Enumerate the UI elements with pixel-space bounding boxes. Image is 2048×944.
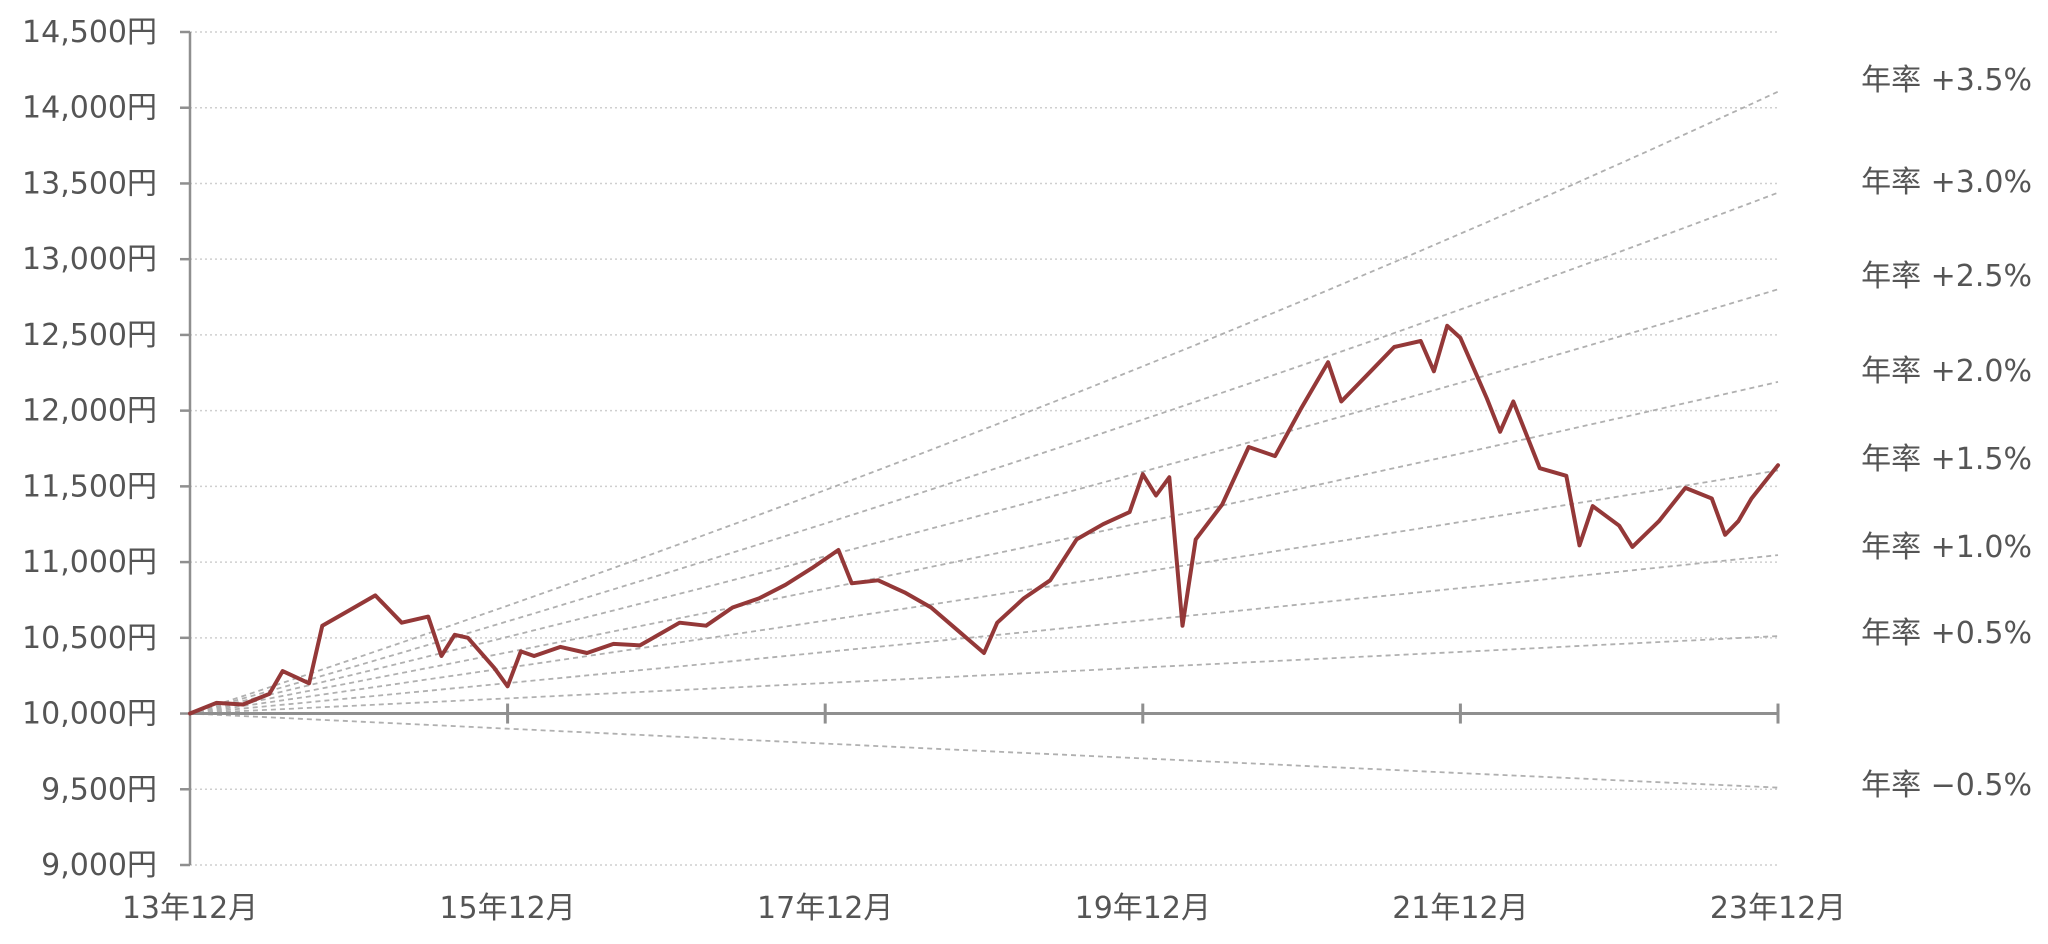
reference-line bbox=[189, 554, 1779, 715]
y-tick-label: 9,500円 bbox=[41, 772, 157, 807]
rate-label: 年率 +0.5% bbox=[1861, 616, 2032, 651]
grid-lines bbox=[190, 31, 1778, 866]
y-tick-label: 10,500円 bbox=[22, 621, 157, 656]
y-tick-label: 14,500円 bbox=[22, 15, 157, 50]
reference-line bbox=[189, 90, 1779, 715]
rate-label: 年率 +3.0% bbox=[1861, 165, 2032, 200]
rate-label: 年率 +3.5% bbox=[1861, 63, 2032, 98]
reference-line bbox=[189, 191, 1779, 715]
rate-label: 年率 −0.5% bbox=[1861, 768, 2032, 803]
series-line bbox=[188, 323, 1780, 716]
reference-line bbox=[189, 381, 1779, 715]
x-tick-label: 13年12月 bbox=[122, 891, 258, 926]
y-tick-label: 14,000円 bbox=[22, 91, 157, 126]
y-tick-label: 9,000円 bbox=[41, 848, 157, 883]
rate-label: 年率 +2.5% bbox=[1861, 259, 2032, 294]
axes bbox=[180, 30, 1780, 867]
reference-line bbox=[189, 469, 1779, 715]
y-tick-label: 12,000円 bbox=[22, 394, 157, 429]
y-tick-label: 10,000円 bbox=[22, 697, 157, 732]
reference-line bbox=[189, 712, 1779, 789]
y-tick-label: 12,500円 bbox=[22, 318, 157, 353]
x-tick-label: 23年12月 bbox=[1710, 891, 1846, 926]
x-tick-label: 19年12月 bbox=[1075, 891, 1211, 926]
series-group bbox=[188, 323, 1780, 716]
y-tick-label: 11,500円 bbox=[22, 469, 157, 504]
reference-line bbox=[189, 288, 1779, 715]
reference-line bbox=[189, 635, 1779, 715]
y-tick-label: 11,000円 bbox=[22, 545, 157, 580]
x-tick-label: 15年12月 bbox=[439, 891, 575, 926]
y-tick-label: 13,500円 bbox=[22, 166, 157, 201]
x-tick-label: 17年12月 bbox=[757, 891, 893, 926]
rate-label: 年率 +2.0% bbox=[1861, 354, 2032, 389]
y-tick-labels: 9,000円 9,500円 10,000円 10,500円 11,000円 11,500円… bbox=[22, 15, 157, 883]
rate-label: 年率 +1.5% bbox=[1861, 442, 2032, 477]
rate-label: 年率 +1.0% bbox=[1861, 530, 2032, 565]
y-tick-label: 13,000円 bbox=[22, 242, 157, 277]
rate-labels: 年率 +3.5% 年率 +3.0% 年率 +2.5% 年率 +2.0% 年率 +1.5%… bbox=[1861, 63, 2032, 803]
x-tick-label: 21年12月 bbox=[1392, 891, 1528, 926]
reference-lines bbox=[189, 90, 1779, 789]
x-tick-labels: 13年12月 15年12月 17年12月 19年12月 21年12月 23年12月 bbox=[122, 891, 1846, 926]
